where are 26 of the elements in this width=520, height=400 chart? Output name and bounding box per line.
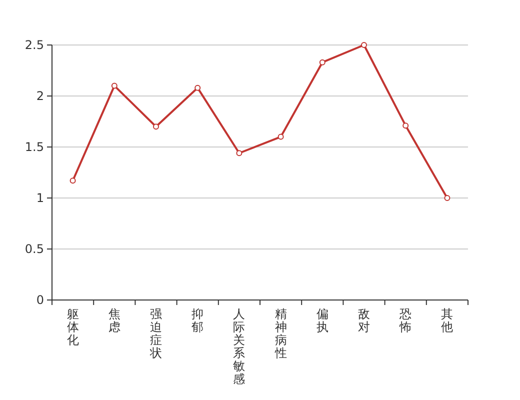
x-tick-label: 恐怖 xyxy=(398,307,412,334)
point xyxy=(278,134,284,140)
y-tick-label: 0.5 xyxy=(24,242,44,256)
point xyxy=(319,59,326,66)
point xyxy=(194,84,201,91)
y-tick-label: 1.5 xyxy=(24,140,44,154)
x-tick-label: 其他 xyxy=(441,307,454,334)
x-tick-label: 焦虑 xyxy=(108,307,120,334)
point xyxy=(402,122,409,129)
x-tick-label: 躯体化 xyxy=(66,307,79,347)
x-tick-label: 精神病性 xyxy=(274,307,287,360)
x-tick-label: 强迫症状 xyxy=(149,307,162,360)
x-tick-label: 敌对 xyxy=(358,307,370,334)
point xyxy=(236,150,242,156)
x-tick-label: 抑郁 xyxy=(192,307,204,334)
x-tick-label: 人际关系敏感 xyxy=(233,307,246,386)
y-tick-label: 2.5 xyxy=(24,38,44,52)
y-tick-label: 1 xyxy=(36,191,44,205)
point xyxy=(361,42,367,48)
point xyxy=(444,195,450,201)
y-tick-label: 2 xyxy=(36,89,44,103)
y-tick-label: 0 xyxy=(36,293,44,307)
x-tick-label: 偏执 xyxy=(316,307,328,334)
point xyxy=(70,178,76,184)
point xyxy=(153,124,159,130)
point xyxy=(111,82,118,89)
